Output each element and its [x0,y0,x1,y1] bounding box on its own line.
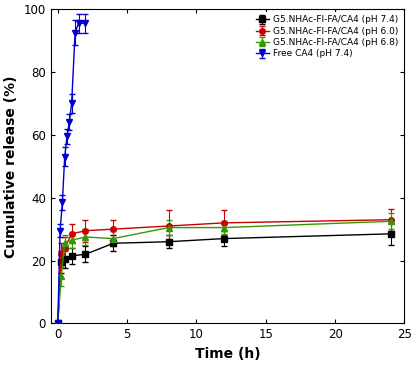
Legend: G5.NHAc-FI-FA/CA4 (pH 7.4), G5.NHAc-FI-FA/CA4 (pH 6.0), G5.NHAc-FI-FA/CA4 (pH 6.: G5.NHAc-FI-FA/CA4 (pH 7.4), G5.NHAc-FI-F… [252,12,402,62]
Y-axis label: Cumulative release (%): Cumulative release (%) [4,75,18,258]
X-axis label: Time (h): Time (h) [195,347,260,361]
